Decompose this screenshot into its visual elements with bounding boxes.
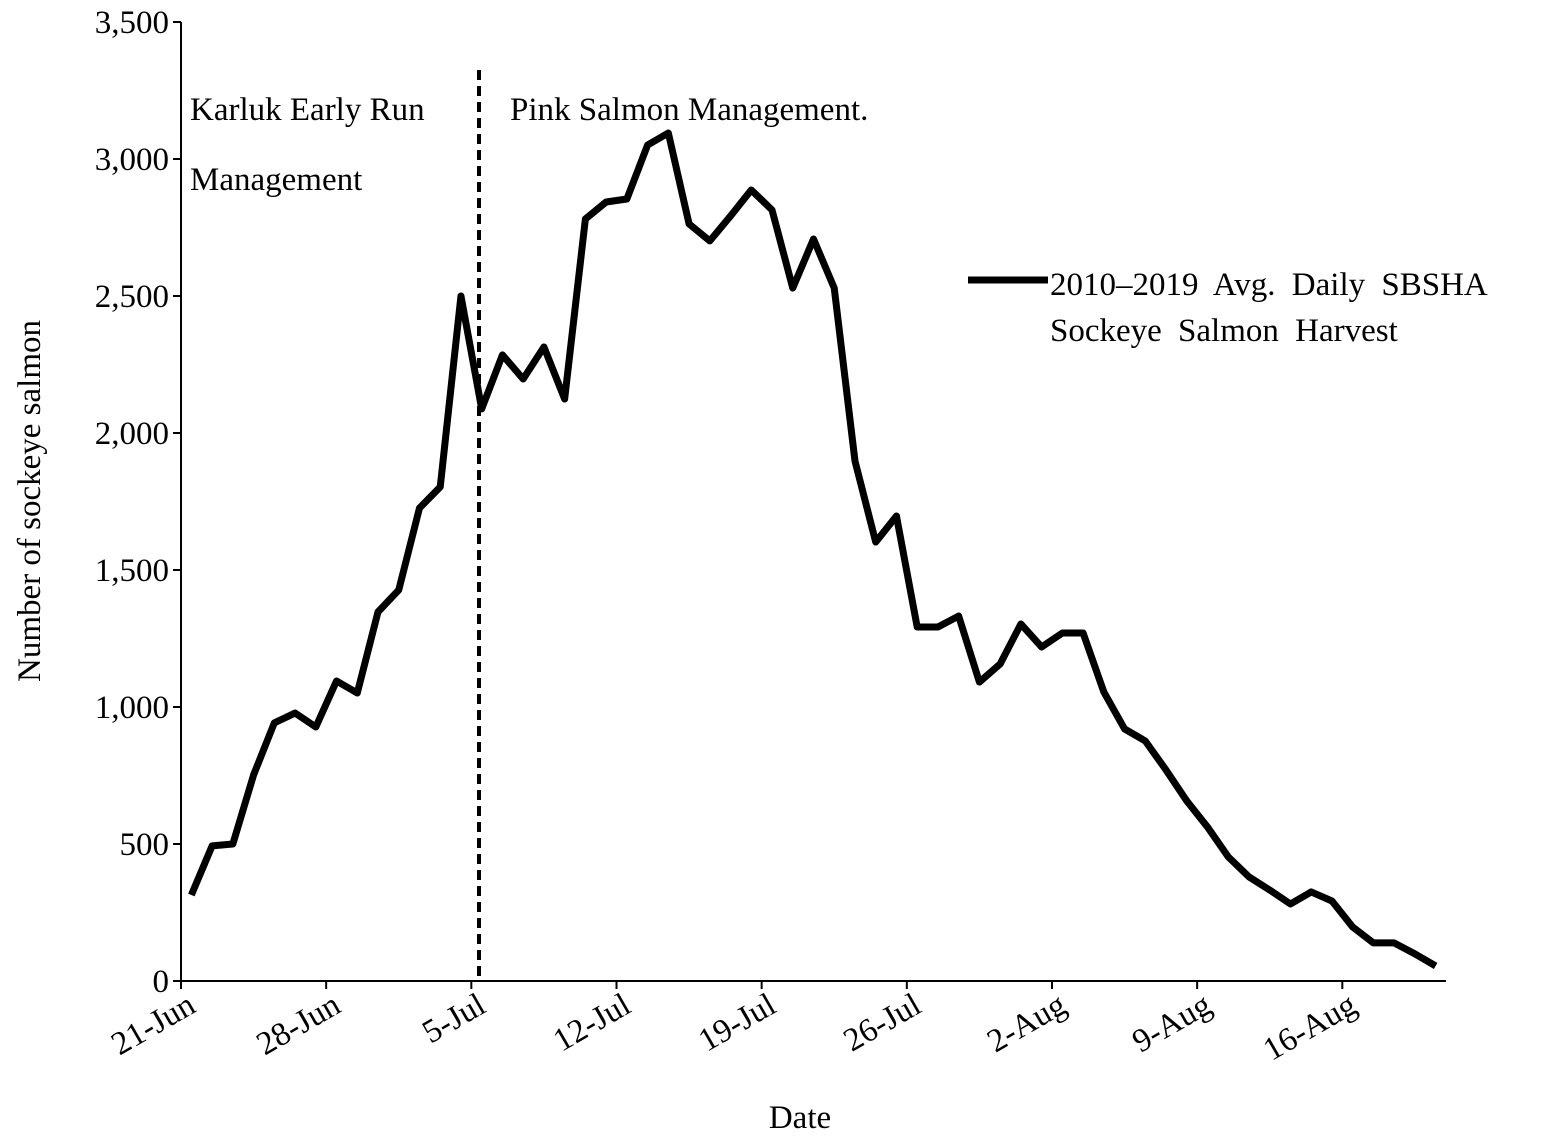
x-tick-label: 28-Jun (251, 987, 347, 1063)
x-tick-label: 5-Jul (417, 987, 492, 1051)
x-tick-label: 9-Aug (1126, 987, 1217, 1060)
y-axis-label: Number of sockeye salmon (12, 320, 48, 682)
x-tick-label: 12-Jul (547, 987, 636, 1059)
y-tick-label: 2,500 (95, 279, 169, 315)
y-tick-label: 2,000 (95, 416, 169, 452)
legend-label: 2010–2019 Avg. Daily SBSHA Sockeye Salmo… (1050, 267, 1486, 349)
x-tick-label: 16-Aug (1257, 987, 1362, 1069)
y-tick-label: 3,500 (95, 5, 169, 41)
x-tick-label: 26-Jul (838, 987, 927, 1059)
x-tick-label: 19-Jul (693, 987, 782, 1059)
annotation: Pink Salmon Management. (510, 92, 869, 128)
x-tick-label: 2-Aug (981, 987, 1072, 1060)
y-tick-label: 1,000 (95, 690, 169, 726)
y-tick-label: 0 (153, 964, 170, 1000)
series-line (188, 129, 1438, 969)
x-axis-label: Date (769, 1100, 831, 1136)
y-tick-label: 3,000 (95, 142, 169, 178)
y-tick-label: 500 (120, 827, 170, 863)
annotation: Karluk Early Run Management (190, 92, 425, 198)
y-tick-label: 1,500 (95, 553, 169, 589)
